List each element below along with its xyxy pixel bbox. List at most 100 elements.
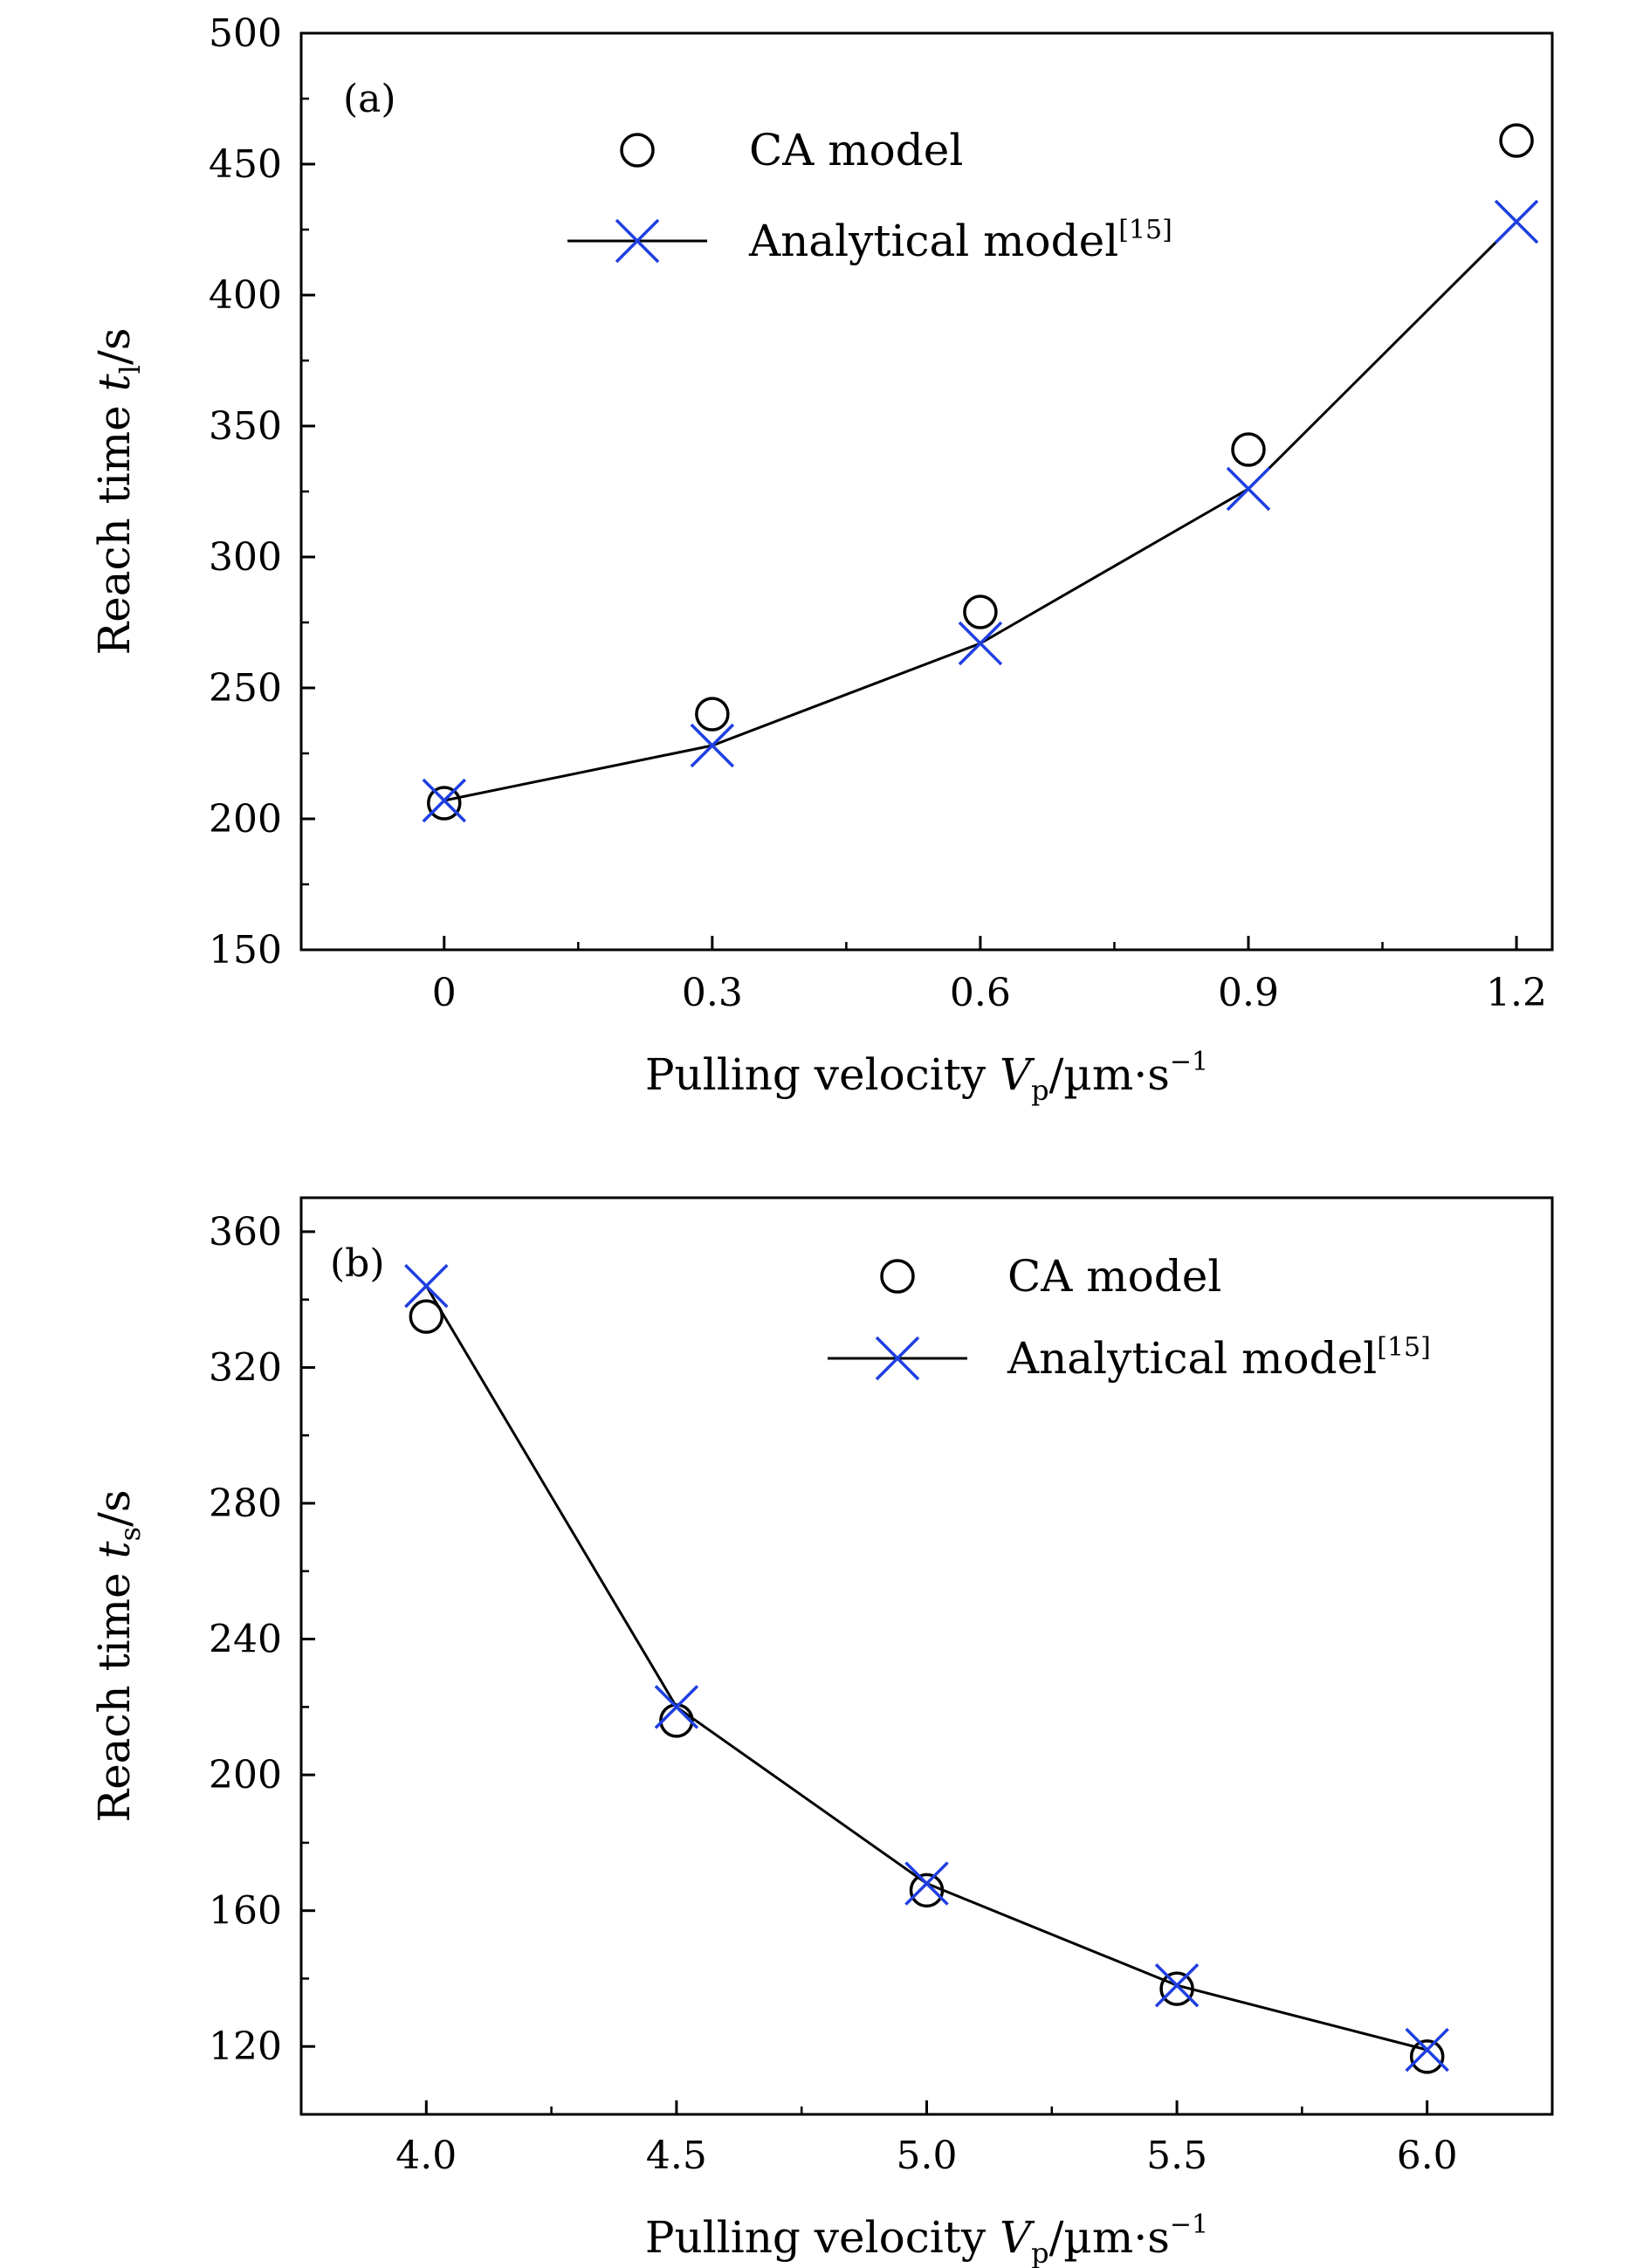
legend: CA model Analytical model[15] <box>828 1251 1431 1384</box>
x-tick-label: 5.0 <box>897 2134 958 2178</box>
ca-model-point <box>963 594 998 629</box>
x-axis-title: Pulling velocity Vp/µm·s−1 <box>645 2210 1208 2268</box>
x-tick-label: 0.9 <box>1218 971 1279 1015</box>
x-axis-unit: /µm·s <box>1049 1049 1170 1100</box>
analytical-model-point <box>1494 199 1539 244</box>
ca-model-point <box>659 1703 694 1738</box>
ca-model-point <box>409 1299 444 1334</box>
x-marker-stroke <box>654 1685 699 1729</box>
analytical-model-point <box>654 1685 699 1729</box>
legend-analytical-marker <box>875 1336 920 1381</box>
x-tick-label: 0.6 <box>950 971 1011 1015</box>
legend-analytical-ref: [15] <box>1118 215 1172 245</box>
legend: CA model Analytical model[15] <box>567 125 1172 266</box>
analytical-model-point <box>958 621 1003 666</box>
x-axis-title-text: Pulling velocity <box>645 2212 1000 2263</box>
y-tick-label: 250 <box>209 666 282 711</box>
y-axis-title-text: Reach time <box>89 1558 140 1822</box>
x-marker-stroke <box>1494 199 1539 244</box>
x-tick-label: 6.0 <box>1397 2134 1458 2178</box>
legend-analytical-label: Analytical model[15] <box>1007 1332 1431 1384</box>
y-tick-label: 400 <box>209 273 282 318</box>
ca-model-point <box>427 786 462 821</box>
legend-ca-marker <box>620 133 655 168</box>
x-tick-label: 4.5 <box>646 2134 707 2178</box>
x-tick-label: 5.5 <box>1146 2134 1207 2178</box>
y-tick-label: 360 <box>209 1210 282 1254</box>
x-marker-stroke <box>1154 1962 1200 2008</box>
x-axis-title-text: Pulling velocity <box>645 1049 1000 1100</box>
x-axis-unit: /µm·s <box>1049 2212 1170 2263</box>
ca-model-point <box>1409 2039 1445 2074</box>
x-axis-subscript: p <box>1031 1074 1048 1107</box>
legend-ca-label: CA model <box>1007 1251 1221 1302</box>
y-axis-variable: t <box>89 1540 140 1558</box>
y-axis-title: Reach time ts/s <box>89 1489 147 1822</box>
analytical-model-point <box>404 1263 449 1309</box>
y-tick-label: 320 <box>209 1345 282 1390</box>
x-marker-stroke <box>404 1263 449 1309</box>
analytical-model-point <box>1226 466 1271 512</box>
x-tick-label: 0 <box>432 971 457 1015</box>
x-axis-variable: V <box>1000 1049 1035 1100</box>
panel-label: (b) <box>330 1241 385 1286</box>
y-tick-label: 350 <box>209 404 282 449</box>
analytical-model-point <box>1405 2027 1449 2072</box>
y-tick-label: 200 <box>209 797 282 842</box>
y-tick-label: 160 <box>209 1889 282 1934</box>
analytical-model-point <box>1154 1962 1200 2008</box>
x-marker-stroke <box>904 1861 949 1906</box>
x-axis-subscript: p <box>1031 2237 1048 2268</box>
ca-model-point <box>695 697 730 732</box>
legend-analytical-marker <box>615 218 660 264</box>
y-tick-label: 500 <box>209 11 282 56</box>
y-axis-variable: t <box>89 373 140 391</box>
y-tick-label: 300 <box>209 535 282 580</box>
x-tick-label: 1.2 <box>1486 971 1547 1015</box>
y-axis-unit: /s <box>89 1489 140 1527</box>
y-tick-label: 280 <box>209 1481 282 1526</box>
y-axis-unit: /s <box>89 328 140 366</box>
x-axis-variable: V <box>1000 2212 1035 2263</box>
x-tick-label: 0.3 <box>682 971 743 1015</box>
legend-ca-marker <box>880 1259 915 1294</box>
y-axis-title: Reach time tl/s <box>89 328 147 656</box>
x-marker-stroke <box>958 621 1003 666</box>
ca-model-point <box>909 1873 945 1908</box>
y-axis-title-text: Reach time <box>89 391 140 655</box>
y-tick-label: 200 <box>209 1753 282 1797</box>
x-marker-stroke <box>1226 466 1271 512</box>
y-axis-subscript: l <box>113 365 147 374</box>
legend-analytical-name: Analytical model <box>748 216 1118 266</box>
x-marker-stroke <box>875 1336 920 1381</box>
legend-analytical-ref: [15] <box>1377 1332 1431 1363</box>
analytical-model-point <box>904 1861 949 1906</box>
y-axis-subscript: s <box>113 1527 147 1541</box>
panel-label: (a) <box>343 77 396 121</box>
y-tick-label: 240 <box>209 1618 282 1662</box>
analytical-model-point <box>422 778 467 823</box>
x-tick-label: 4.0 <box>395 2134 457 2178</box>
analytical-model-point <box>690 723 735 768</box>
x-marker-stroke <box>422 778 467 823</box>
x-marker-stroke <box>1405 2027 1449 2072</box>
y-tick-label: 120 <box>209 2024 282 2069</box>
y-tick-label: 450 <box>209 142 282 187</box>
ca-model-point <box>1231 432 1266 467</box>
chart-panel-b: 4.0 4.5 5.0 5.5 6.0 120 160 200 240 280 320 360 (b) P… <box>89 1196 1554 2268</box>
analytical-series-line <box>443 220 1518 802</box>
x-axis-exponent: −1 <box>1170 2210 1208 2240</box>
x-axis-exponent: −1 <box>1170 1047 1208 1077</box>
analytical-series-line <box>425 1285 1428 2052</box>
legend-ca-label: CA model <box>749 125 963 175</box>
y-tick-label: 150 <box>209 928 282 972</box>
x-marker-stroke <box>690 723 735 768</box>
x-marker-stroke <box>615 218 660 264</box>
legend-analytical-name: Analytical model <box>1007 1333 1377 1384</box>
chart-panel-a: 0 0.3 0.6 0.9 1.2 150 200 250 300 350 400 450 500 (a)… <box>89 11 1554 1107</box>
x-axis-title: Pulling velocity Vp/µm·s−1 <box>645 1047 1208 1107</box>
legend-analytical-label: Analytical model[15] <box>748 215 1172 266</box>
ca-model-point <box>1159 1971 1194 2006</box>
ca-model-point <box>1499 123 1534 158</box>
